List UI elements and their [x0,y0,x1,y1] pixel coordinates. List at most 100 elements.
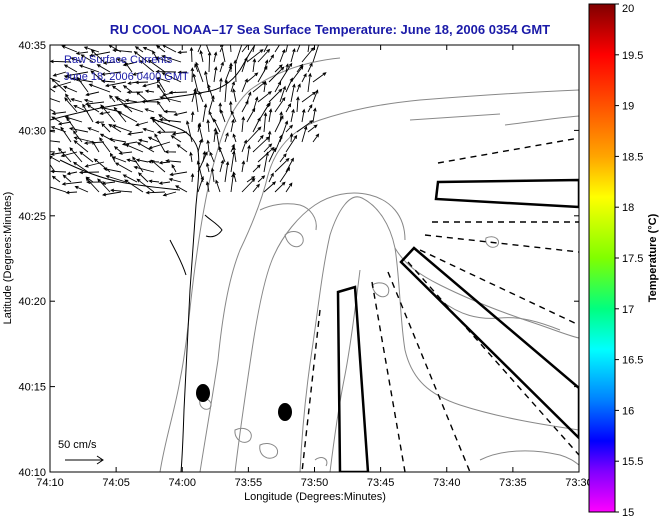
current-vector [108,137,127,143]
current-vector [50,151,56,153]
current-vector [263,45,270,53]
current-vector [208,95,215,113]
current-vector [168,177,182,183]
current-vector [111,156,127,163]
transect-box-south [336,285,370,472]
current-vector [112,48,133,53]
current-vector [78,170,100,175]
x-tick-label: 73:50 [301,477,329,489]
current-vector [219,159,225,173]
current-vector [197,138,203,153]
x-tick-label: 73:55 [235,477,263,489]
current-vector [50,87,56,93]
transect-lines [301,137,579,472]
current-vector [83,46,100,53]
current-vector [224,160,230,183]
colorbar-label: Temperature (°C) [647,213,659,302]
current-vector [137,138,149,143]
bathymetry-contours [159,57,579,472]
current-vector [50,186,67,193]
current-vector [133,50,149,63]
x-tick-label: 74:10 [36,477,64,489]
current-vector [123,104,144,113]
current-vector [50,108,56,113]
current-vector [72,130,83,143]
current-vector [289,132,294,143]
current-vector [246,126,262,143]
current-vector [230,150,236,173]
current-vector [279,85,286,103]
current-vector [57,147,72,163]
annotation-line-2: June 18, 2006 0400 GMT [64,71,189,83]
current-vector [83,98,94,103]
current-vector [230,45,232,53]
current-vector [165,159,182,163]
current-vector [101,181,116,186]
current-vector [126,90,144,95]
current-vector [213,51,218,63]
current-vector [205,180,210,193]
current-vector [241,139,248,153]
current-vector [177,50,188,55]
current-vector [114,162,133,173]
current-vector [301,72,307,83]
current-vector [101,191,122,197]
current-vector [87,127,100,133]
current-vector [127,131,144,136]
current-vector [209,151,215,163]
current-vector [193,89,199,113]
y-tick-label: 40:25 [18,211,46,223]
current-vector [150,159,166,173]
current-vector [137,172,149,183]
current-vector [202,103,208,123]
current-vector [285,124,293,133]
current-vector [75,51,89,56]
current-vector [290,47,296,63]
current-vector [122,85,133,93]
current-vector [52,81,72,89]
current-vector [235,45,243,63]
colorbar-ticks: 20 19.5 19 18.5 18 17.5 17 16.5 16 15.5 15 [615,3,643,518]
current-vector [285,77,293,93]
current-vector [170,135,182,143]
current-vector [158,181,171,185]
current-vector [144,108,155,113]
current-vector [263,143,273,153]
current-vector [189,46,194,63]
current-vector [168,90,188,95]
current-vector [64,97,78,113]
current-vector [68,127,89,133]
current-vector [61,45,78,53]
current-vector [274,181,286,193]
current-vector [74,185,89,193]
current-vector [230,110,237,123]
current-vector [257,134,264,143]
current-vector [158,117,182,123]
current-vector [252,45,256,53]
current-vector [279,111,283,123]
current-vector [246,49,264,63]
current-vector [189,151,193,163]
current-vector [156,78,166,93]
current-vector [169,171,188,177]
current-vector [148,141,171,150]
current-vector [257,65,268,83]
y-tick-label: 40:35 [18,40,46,52]
current-vector [257,175,266,183]
current-vector [73,140,89,153]
current-vector [88,83,111,93]
station-marker [278,403,292,421]
current-vector [147,136,160,143]
current-vector [197,123,204,143]
chart-title: RU COOL NOAA–17 Sea Surface Temperature:… [110,22,550,37]
current-vector [50,151,67,156]
current-vector [296,96,300,113]
current-vector [279,48,286,63]
x-axis-label: Longitude (Degrees:Minutes) [244,491,386,503]
current-vector [274,45,280,53]
current-vector [90,70,105,83]
current-vector [135,158,149,163]
current-vector [51,111,67,116]
current-vector [268,108,273,123]
current-vector [290,108,295,123]
